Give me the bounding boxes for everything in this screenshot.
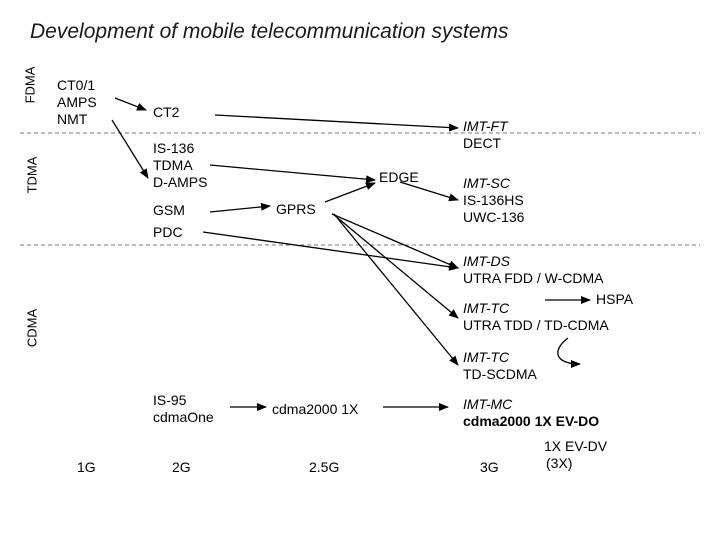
arrow-gprs-to-edge	[324, 182, 376, 203]
arrow-1g-to-ct2	[114, 97, 147, 111]
arrow-1g-to-tdma	[111, 119, 149, 179]
band-label-cdma: CDMA	[24, 308, 40, 348]
arrow-edge-to-imt-sc	[399, 181, 459, 202]
node-imt-mc: IMT-MC cdma2000 1X EV-DO	[463, 396, 600, 429]
node-gsm: GSM	[153, 202, 185, 218]
node-1g-systems: CT0/1 AMPS NMT	[57, 77, 97, 127]
node-gprs: GPRS	[276, 201, 316, 217]
arrow-gprs-to-td-scdma	[333, 213, 459, 366]
arrow-gprs-to-wcdma	[331, 213, 459, 269]
node-edge: EDGE	[379, 169, 419, 185]
node-imt-ft: IMT-FT DECT	[463, 118, 508, 151]
node-imt-tc-1: IMT-TC UTRA TDD / TD-CDMA	[463, 300, 609, 333]
node-pdc: PDC	[153, 224, 183, 240]
band-label-fdma: FDMA	[22, 66, 38, 104]
generation-label-2-5g: 2.5G	[309, 459, 340, 475]
node-imt-ds: IMT-DS UTRA FDD / W-CDMA	[463, 253, 604, 286]
generation-label-2g: 2G	[172, 459, 191, 475]
arrow-ct2-to-dect	[214, 114, 459, 132]
arrow-pdc-to-wcdma	[202, 231, 459, 271]
node-imt-tc-2: IMT-TC TD-SCDMA	[463, 349, 537, 382]
node-imt-sc: IMT-SC IS-136HS UWC-136	[463, 175, 525, 225]
generation-label-3g: 3G	[480, 459, 499, 475]
node-tdma: IS-136 TDMA D-AMPS	[153, 140, 208, 190]
node-hspa: HSPA	[596, 291, 634, 307]
arrow-td-cdma-to-td-scdma	[557, 337, 581, 368]
page-title: Development of mobile telecommunication …	[30, 20, 509, 43]
node-ct2: CT2	[153, 104, 180, 120]
arrow-tdma-to-edge	[209, 164, 376, 184]
node-cdma2000: cdma2000 1X	[272, 401, 359, 417]
band-label-tdma: TDMA	[24, 156, 40, 194]
arrow-gsm-to-gprs	[209, 202, 271, 213]
arrow-gprs-to-td-cdma	[332, 213, 459, 319]
generation-label-1g: 1G	[77, 459, 96, 475]
node-is95: IS-95 cdmaOne	[153, 392, 214, 425]
node-ev-dv: 1X EV-DV (3X)	[544, 438, 608, 471]
